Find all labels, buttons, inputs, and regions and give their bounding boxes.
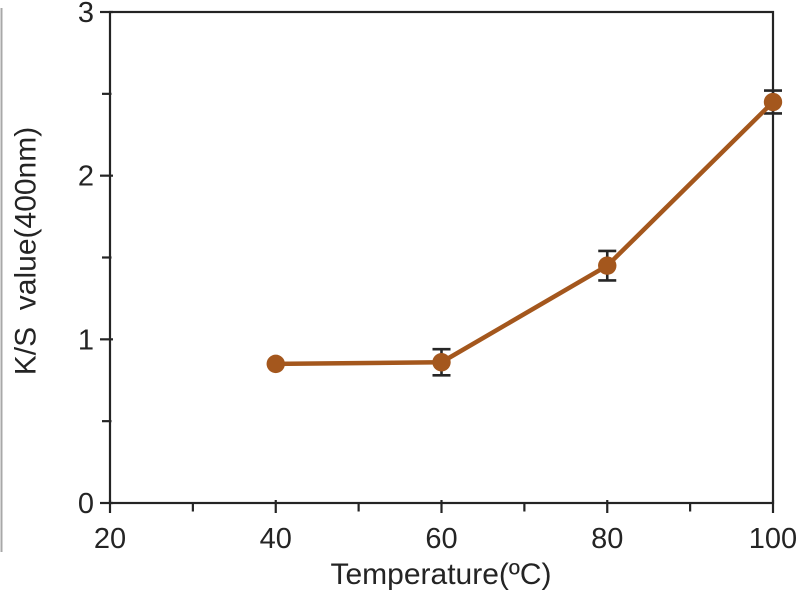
data-point [598,256,617,275]
y-tick-label: 2 [78,161,94,193]
y-tick-label: 3 [78,0,94,29]
data-line [273,99,776,367]
x-tick-label: 100 [749,523,797,555]
x-tick-label: 20 [94,523,126,555]
y-tick-label: 1 [78,324,94,356]
plot-border [108,10,775,505]
data-point [266,354,285,374]
x-axis-title: Temperature(ºC) [330,558,552,591]
y-axis-title: K/S value(400nm) [9,126,43,376]
x-tick-label: 80 [591,523,623,555]
x-tick-label: 40 [260,523,292,555]
data-point [432,353,451,372]
x-tick-label: 60 [425,523,457,555]
y-tick-label: 0 [78,488,94,520]
data-point [763,92,783,112]
